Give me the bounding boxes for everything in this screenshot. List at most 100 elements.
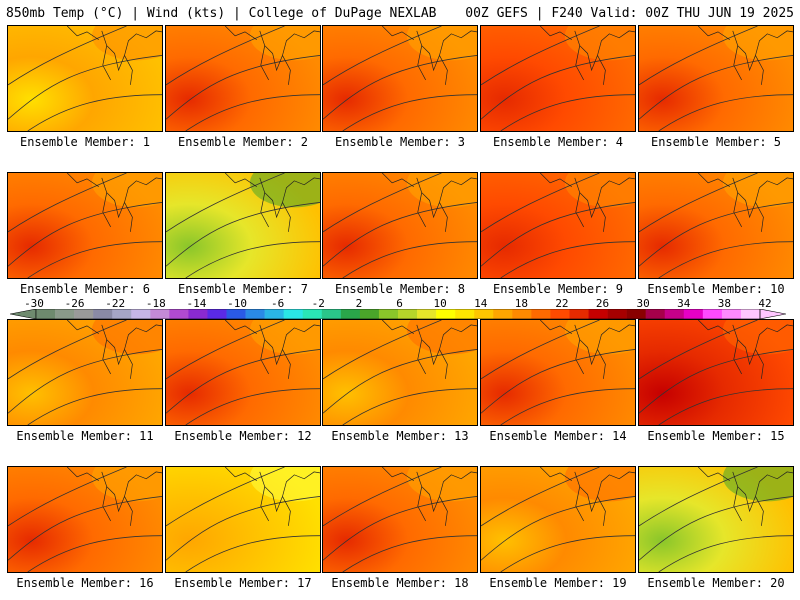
temperature-field	[564, 320, 635, 355]
height-contour	[658, 535, 793, 572]
colorbar-bin	[474, 309, 494, 319]
height-contour	[481, 320, 600, 380]
temperature-field	[91, 467, 162, 502]
height-contour	[342, 241, 477, 278]
height-contour	[8, 349, 162, 414]
colorbar-tick-label: 14	[474, 297, 488, 310]
colorbar-tick-label: -18	[145, 297, 166, 310]
height-contour	[639, 173, 758, 233]
height-contour	[8, 173, 127, 233]
colorbar-bin	[321, 309, 342, 319]
height-contour	[481, 26, 600, 86]
member-map-panel	[165, 25, 321, 132]
member-map-panel	[638, 466, 794, 573]
height-contour	[8, 26, 127, 86]
ensemble-member-label: Ensemble Member: 2	[177, 135, 309, 149]
member-map-panel	[7, 25, 163, 132]
colorbar-frame	[35, 309, 761, 319]
height-contour	[166, 349, 320, 414]
colorbar-bin	[359, 309, 380, 319]
great-lakes-outline	[66, 320, 162, 379]
colorbar-tick-label: 22	[555, 297, 569, 310]
colorbar-bin	[55, 309, 75, 319]
member-map-panel	[480, 466, 636, 573]
ensemble-member-label: Ensemble Member: 16	[16, 576, 154, 590]
chart-title: 850mb Temp (°C) | Wind (kts) | College o…	[6, 6, 437, 21]
height-contour	[27, 388, 162, 425]
colorbar-bin	[283, 309, 304, 319]
colorbar-tick-label: -6	[271, 297, 285, 310]
height-contour	[481, 496, 635, 561]
ensemble-member-label: Ensemble Member: 19	[489, 576, 627, 590]
great-lakes-outline	[66, 173, 162, 232]
colorbar-bin	[436, 309, 456, 319]
ensemble-member-label: Ensemble Member: 20	[647, 576, 785, 590]
ensemble-member-label: Ensemble Member: 1	[19, 135, 151, 149]
height-contour	[166, 55, 320, 120]
height-contour	[342, 535, 477, 572]
run-valid-time: 00Z GEFS | F240 Valid: 00Z THU JUN 19 20…	[465, 6, 794, 21]
height-contour	[500, 535, 635, 572]
colorbar-bin	[226, 309, 246, 319]
colorbar-tick-label: 10	[433, 297, 447, 310]
temperature-field	[91, 26, 162, 61]
height-contour	[639, 349, 793, 414]
height-contour	[185, 535, 320, 572]
colorbar-bin	[455, 309, 475, 319]
height-contour	[8, 496, 162, 561]
member-map-panel	[322, 25, 478, 132]
height-contour	[185, 388, 320, 425]
height-contour	[166, 496, 320, 561]
member-map-panel	[165, 172, 321, 279]
great-lakes-outline	[539, 467, 635, 526]
colorbar-bin	[93, 309, 113, 319]
great-lakes-outline	[697, 320, 793, 379]
colorbar-tick-label: -10	[227, 297, 247, 310]
colorbar-tick-label: -30	[24, 297, 44, 310]
colorbar-bin	[112, 309, 132, 319]
colorbar-bin	[512, 309, 532, 319]
colorbar-tick-label: -26	[64, 297, 85, 310]
height-contour	[185, 94, 320, 131]
height-contour	[658, 241, 793, 278]
colorbar-bin	[645, 309, 666, 319]
temperature-field	[406, 26, 477, 61]
height-contour	[658, 388, 793, 425]
colorbar-bin	[131, 309, 151, 319]
colorbar-bin	[36, 309, 56, 319]
height-contour	[323, 26, 442, 86]
great-lakes-outline	[381, 173, 477, 232]
height-contour	[8, 320, 127, 380]
ensemble-member-label: Ensemble Member: 11	[16, 429, 154, 443]
colorbar-bin	[264, 309, 284, 319]
colorbar-tick-label: 34	[677, 297, 691, 310]
great-lakes-outline	[224, 320, 320, 379]
great-lakes-outline	[697, 467, 793, 526]
height-contour	[639, 26, 758, 86]
colorbar-bin	[169, 309, 189, 319]
colorbar-tick-label: -22	[105, 297, 126, 310]
ensemble-member-label: Ensemble Member: 15	[647, 429, 785, 443]
member-map-panel	[165, 319, 321, 426]
colorbar-bin	[569, 309, 589, 319]
temperature-field	[91, 320, 162, 355]
ensemble-member-label: Ensemble Member: 18	[331, 576, 469, 590]
ensemble-member-label: Ensemble Member: 8	[334, 282, 466, 296]
colorbar-bin	[207, 309, 227, 319]
temperature-field	[722, 26, 793, 61]
temperature-field	[249, 26, 320, 61]
member-map-panel	[638, 172, 794, 279]
height-contour	[323, 320, 442, 380]
height-contour	[166, 320, 285, 380]
great-lakes-outline	[539, 26, 635, 85]
great-lakes-outline	[697, 26, 793, 85]
colorbar-bin	[74, 309, 94, 319]
temperature-field	[249, 467, 320, 502]
height-contour	[185, 241, 320, 278]
temperature-field	[406, 173, 477, 208]
ensemble-member-label: Ensemble Member: 14	[489, 429, 627, 443]
height-contour	[639, 496, 793, 561]
height-contour	[8, 467, 127, 527]
great-lakes-outline	[224, 26, 320, 85]
great-lakes-outline	[539, 173, 635, 232]
